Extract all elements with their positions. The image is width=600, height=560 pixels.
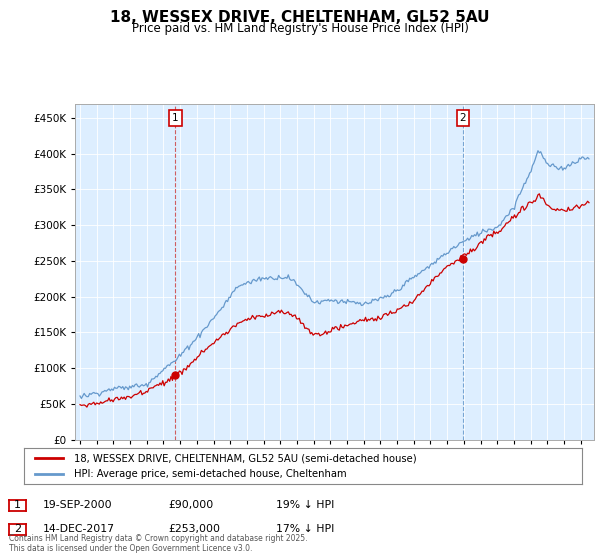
- Text: 2: 2: [14, 524, 21, 534]
- Text: 1: 1: [14, 500, 21, 510]
- Text: 18, WESSEX DRIVE, CHELTENHAM, GL52 5AU (semi-detached house): 18, WESSEX DRIVE, CHELTENHAM, GL52 5AU (…: [74, 453, 417, 463]
- Text: HPI: Average price, semi-detached house, Cheltenham: HPI: Average price, semi-detached house,…: [74, 469, 347, 479]
- Text: 1: 1: [172, 113, 179, 123]
- Text: 19% ↓ HPI: 19% ↓ HPI: [276, 500, 334, 510]
- Text: £90,000: £90,000: [168, 500, 213, 510]
- Text: Contains HM Land Registry data © Crown copyright and database right 2025.
This d: Contains HM Land Registry data © Crown c…: [9, 534, 308, 553]
- Text: £253,000: £253,000: [168, 524, 220, 534]
- Text: 19-SEP-2000: 19-SEP-2000: [43, 500, 113, 510]
- Text: 14-DEC-2017: 14-DEC-2017: [43, 524, 115, 534]
- Text: 2: 2: [460, 113, 466, 123]
- Text: 18, WESSEX DRIVE, CHELTENHAM, GL52 5AU: 18, WESSEX DRIVE, CHELTENHAM, GL52 5AU: [110, 10, 490, 25]
- Text: 17% ↓ HPI: 17% ↓ HPI: [276, 524, 334, 534]
- Text: Price paid vs. HM Land Registry's House Price Index (HPI): Price paid vs. HM Land Registry's House …: [131, 22, 469, 35]
